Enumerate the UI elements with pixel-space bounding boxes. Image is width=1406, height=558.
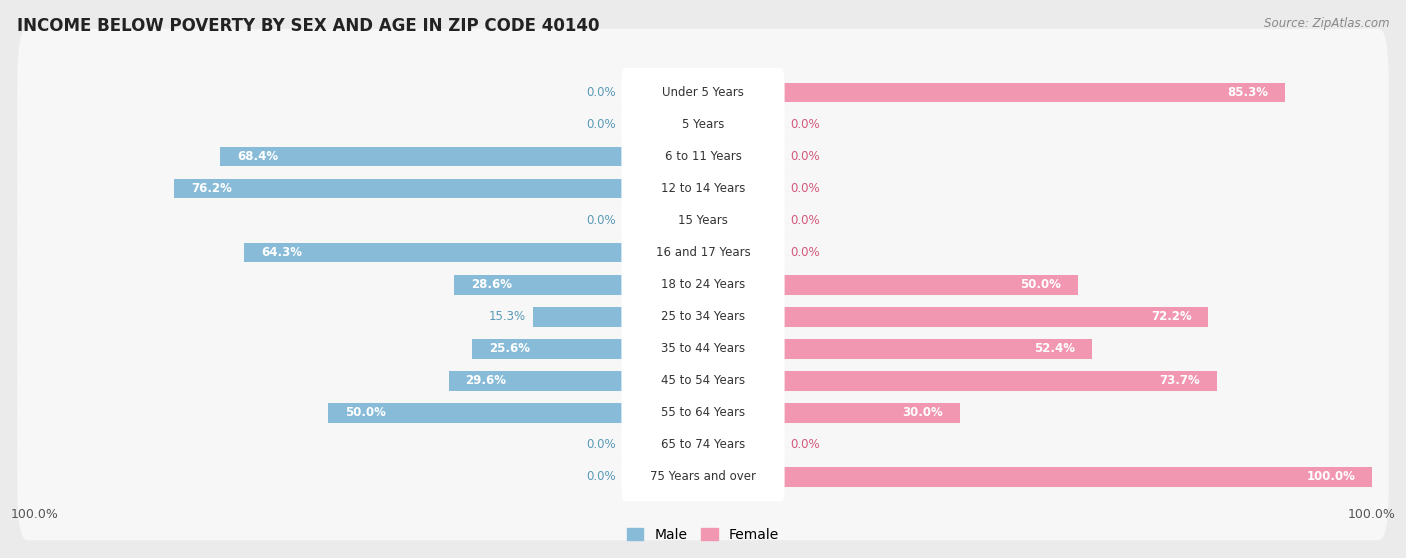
Text: 18 to 24 Years: 18 to 24 Years xyxy=(661,278,745,291)
Text: 15 Years: 15 Years xyxy=(678,214,728,227)
FancyBboxPatch shape xyxy=(17,125,1389,252)
Text: 0.0%: 0.0% xyxy=(790,214,820,227)
FancyBboxPatch shape xyxy=(17,93,1389,220)
Text: 28.6%: 28.6% xyxy=(471,278,512,291)
Text: 45 to 54 Years: 45 to 54 Years xyxy=(661,374,745,387)
Bar xyxy=(472,339,623,358)
Text: 72.2%: 72.2% xyxy=(1150,310,1191,323)
Text: 85.3%: 85.3% xyxy=(1227,86,1268,99)
Text: 0.0%: 0.0% xyxy=(586,438,616,451)
Text: 100.0%: 100.0% xyxy=(1306,470,1355,483)
Bar xyxy=(783,275,1077,295)
FancyBboxPatch shape xyxy=(621,292,785,341)
Text: 0.0%: 0.0% xyxy=(790,118,820,131)
Text: 5 Years: 5 Years xyxy=(682,118,724,131)
Bar xyxy=(329,403,623,422)
Bar xyxy=(783,403,960,422)
Text: 0.0%: 0.0% xyxy=(790,150,820,163)
FancyBboxPatch shape xyxy=(621,260,785,309)
Bar xyxy=(783,371,1218,391)
Text: 0.0%: 0.0% xyxy=(790,246,820,259)
Text: 0.0%: 0.0% xyxy=(790,182,820,195)
FancyBboxPatch shape xyxy=(17,61,1389,188)
Text: 0.0%: 0.0% xyxy=(586,470,616,483)
Bar xyxy=(454,275,623,295)
FancyBboxPatch shape xyxy=(621,356,785,405)
Text: 65 to 74 Years: 65 to 74 Years xyxy=(661,438,745,451)
Text: 75 Years and over: 75 Years and over xyxy=(650,470,756,483)
Text: 35 to 44 Years: 35 to 44 Years xyxy=(661,342,745,355)
FancyBboxPatch shape xyxy=(621,164,785,213)
Text: 68.4%: 68.4% xyxy=(236,150,278,163)
FancyBboxPatch shape xyxy=(17,317,1389,444)
FancyBboxPatch shape xyxy=(17,285,1389,412)
FancyBboxPatch shape xyxy=(621,452,785,501)
FancyBboxPatch shape xyxy=(17,221,1389,348)
FancyBboxPatch shape xyxy=(17,381,1389,508)
Text: 0.0%: 0.0% xyxy=(586,118,616,131)
Text: 50.0%: 50.0% xyxy=(344,406,387,419)
Text: 50.0%: 50.0% xyxy=(1019,278,1062,291)
Bar xyxy=(783,83,1285,103)
Text: 25 to 34 Years: 25 to 34 Years xyxy=(661,310,745,323)
FancyBboxPatch shape xyxy=(17,157,1389,284)
Text: 15.3%: 15.3% xyxy=(489,310,526,323)
Text: 52.4%: 52.4% xyxy=(1033,342,1076,355)
Text: 6 to 11 Years: 6 to 11 Years xyxy=(665,150,741,163)
FancyBboxPatch shape xyxy=(17,253,1389,380)
Text: 64.3%: 64.3% xyxy=(262,246,302,259)
Text: Source: ZipAtlas.com: Source: ZipAtlas.com xyxy=(1264,17,1389,30)
FancyBboxPatch shape xyxy=(17,349,1389,477)
FancyBboxPatch shape xyxy=(621,132,785,181)
Bar xyxy=(533,307,623,326)
FancyBboxPatch shape xyxy=(621,196,785,245)
Text: 0.0%: 0.0% xyxy=(586,86,616,99)
Bar xyxy=(783,339,1091,358)
FancyBboxPatch shape xyxy=(621,100,785,149)
FancyBboxPatch shape xyxy=(17,413,1389,540)
Text: INCOME BELOW POVERTY BY SEX AND AGE IN ZIP CODE 40140: INCOME BELOW POVERTY BY SEX AND AGE IN Z… xyxy=(17,17,599,35)
Text: 0.0%: 0.0% xyxy=(790,438,820,451)
Text: 55 to 64 Years: 55 to 64 Years xyxy=(661,406,745,419)
Text: 76.2%: 76.2% xyxy=(191,182,232,195)
FancyBboxPatch shape xyxy=(621,420,785,469)
Text: 29.6%: 29.6% xyxy=(465,374,506,387)
FancyBboxPatch shape xyxy=(621,68,785,117)
Bar xyxy=(221,147,623,166)
Legend: Male, Female: Male, Female xyxy=(621,522,785,547)
FancyBboxPatch shape xyxy=(621,388,785,437)
Text: 16 and 17 Years: 16 and 17 Years xyxy=(655,246,751,259)
FancyBboxPatch shape xyxy=(17,189,1389,316)
FancyBboxPatch shape xyxy=(17,29,1389,156)
Text: 12 to 14 Years: 12 to 14 Years xyxy=(661,182,745,195)
Bar xyxy=(174,179,623,199)
Text: 30.0%: 30.0% xyxy=(903,406,943,419)
Text: 73.7%: 73.7% xyxy=(1160,374,1201,387)
Bar xyxy=(783,307,1208,326)
FancyBboxPatch shape xyxy=(621,228,785,277)
FancyBboxPatch shape xyxy=(621,324,785,373)
Text: Under 5 Years: Under 5 Years xyxy=(662,86,744,99)
Bar xyxy=(245,243,623,262)
Text: 25.6%: 25.6% xyxy=(489,342,530,355)
Text: 0.0%: 0.0% xyxy=(586,214,616,227)
Bar xyxy=(449,371,623,391)
Bar xyxy=(783,466,1372,487)
